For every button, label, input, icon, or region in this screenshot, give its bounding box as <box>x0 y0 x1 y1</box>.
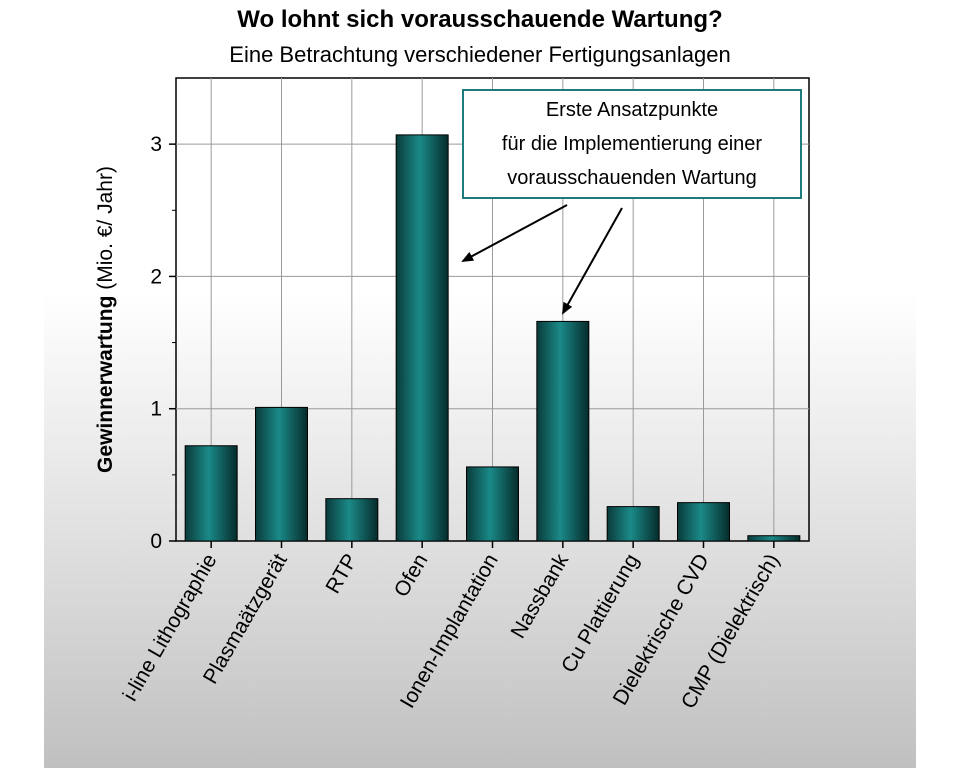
x-tick-label: RTP <box>321 550 362 598</box>
x-tick-label: Cu Plattierung <box>557 550 643 677</box>
y-tick-label: 2 <box>150 265 162 288</box>
bar <box>466 466 519 542</box>
y-tick-label: 1 <box>150 398 162 421</box>
bar <box>395 134 449 542</box>
y-tick-label: 0 <box>150 530 162 553</box>
bar <box>255 406 308 542</box>
x-tick-label: Ofen <box>390 550 433 601</box>
bar <box>184 445 238 542</box>
callout-arrows <box>461 204 623 315</box>
chart-subtitle: Eine Betrachtung verschiedener Fertigung… <box>229 42 731 67</box>
bar <box>536 320 590 542</box>
annotation-line-2: für die Implementierung einer <box>501 133 763 155</box>
x-tick-label: i-line Lithographie <box>119 550 222 705</box>
y-tick-label: 3 <box>150 133 162 156</box>
bar <box>606 506 660 542</box>
annotation-line-3: vorausschauenden Wartung <box>507 167 757 189</box>
chart-title: Wo lohnt sich vorausschauende Wartung? <box>237 6 723 33</box>
arrow-to-nassbank <box>562 207 623 315</box>
bar <box>747 535 801 542</box>
bars <box>184 134 801 542</box>
annotation-box: Erste Ansatzpunkte für die Implementieru… <box>462 89 802 199</box>
y-axis-title: Gewinnerwartung (Mio. €/ Jahr) <box>94 166 117 473</box>
arrow-to-ofen <box>461 204 568 262</box>
x-tick-label: Nassbank <box>507 550 574 643</box>
annotation-line-1: Erste Ansatzpunkte <box>545 99 719 121</box>
bar <box>677 502 730 542</box>
bar <box>325 498 379 542</box>
